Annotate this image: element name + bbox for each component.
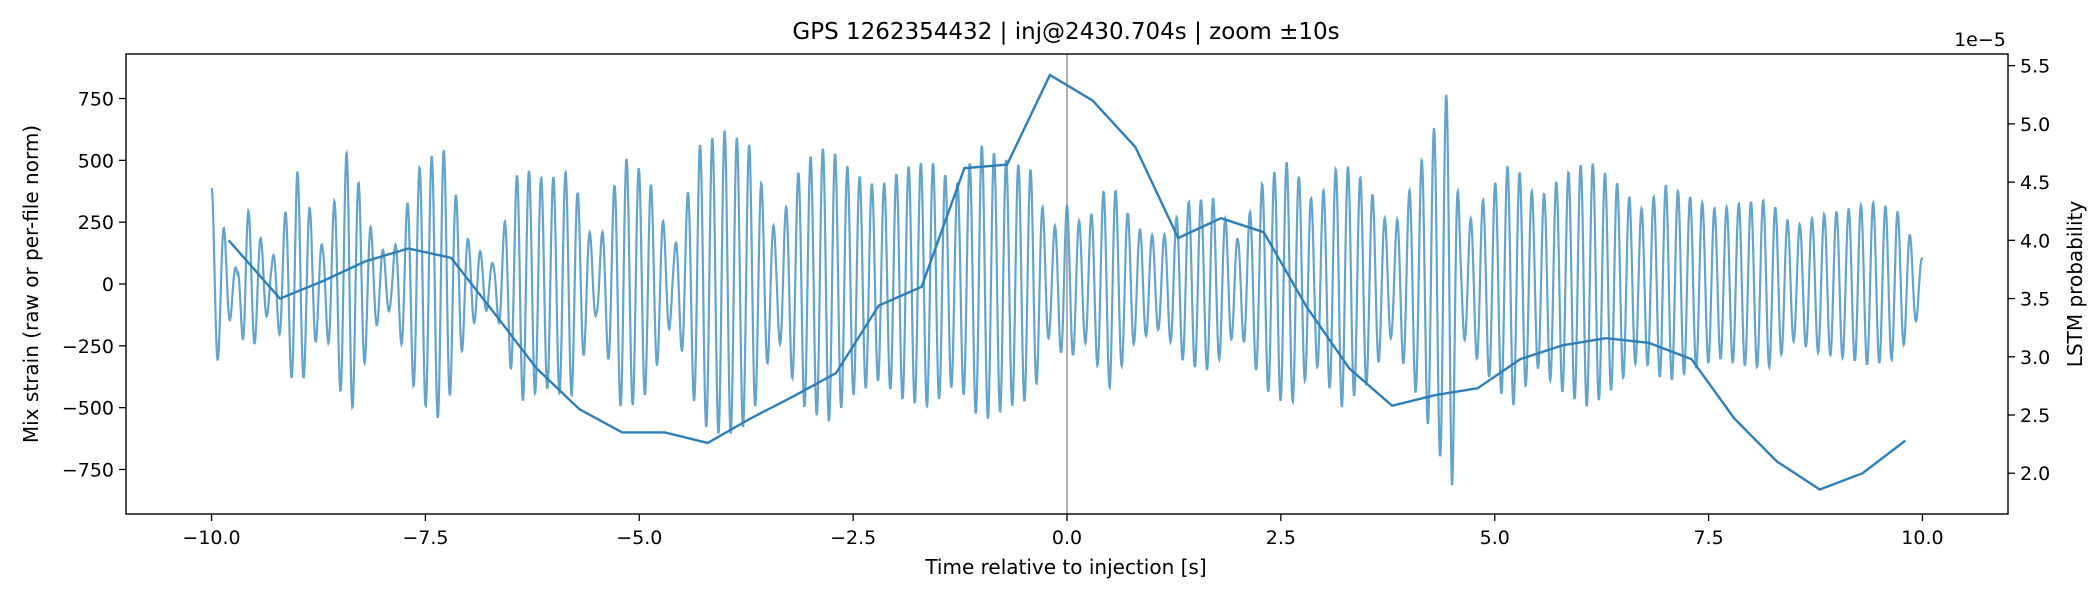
x-tick-label: 7.5 (1693, 527, 1723, 549)
left-y-axis-label: Mix strain (raw or per-file norm) (19, 125, 43, 443)
right-y-tick-label: 2.0 (2020, 463, 2050, 485)
right-y-axis-label: LSTM probability (2063, 201, 2087, 368)
x-axis: −10.0 −7.5 −5.0 −2.5 0.0 2.5 5.0 7.5 10.0 (182, 514, 1944, 549)
probability-series-line (227, 73, 1907, 491)
x-tick-label: 2.5 (1266, 527, 1296, 549)
left-y-tick-label: 500 (78, 150, 114, 172)
left-y-tick-label: −750 (62, 459, 114, 481)
left-y-tick-label: 0 (102, 274, 114, 296)
left-y-axis: −750 −500 −250 0 250 500 750 (62, 89, 126, 481)
x-tick-label: 0.0 (1052, 527, 1082, 549)
right-y-tick-label: 3.5 (2020, 289, 2050, 311)
left-y-tick-label: −500 (62, 398, 114, 420)
right-y-tick-label: 4.5 (2020, 172, 2050, 194)
x-tick-label: 5.0 (1480, 527, 1510, 549)
x-tick-label: −7.5 (402, 527, 448, 549)
left-y-tick-label: −250 (62, 336, 114, 358)
left-y-tick-label: 250 (78, 212, 114, 234)
strain-series-line (210, 94, 1924, 486)
right-y-tick-label: 2.5 (2020, 405, 2050, 427)
x-tick-label: −2.5 (830, 527, 876, 549)
left-y-tick-label: 750 (78, 89, 114, 111)
chart-title: GPS 1262354432 | inj@2430.704s | zoom ±1… (792, 19, 1339, 45)
right-y-axis: 2.0 2.5 3.0 3.5 4.0 4.5 5.0 5.5 (2008, 56, 2050, 485)
right-y-tick-label: 5.5 (2020, 56, 2050, 78)
right-y-tick-label: 4.0 (2020, 230, 2050, 252)
right-y-tick-label: 3.0 (2020, 347, 2050, 369)
x-tick-label: −5.0 (616, 527, 662, 549)
right-y-tick-label: 5.0 (2020, 114, 2050, 136)
plot-area (210, 54, 1924, 514)
x-tick-label: 10.0 (1901, 527, 1943, 549)
right-axis-offset-label: 1e−5 (1954, 29, 2006, 51)
x-axis-label: Time relative to injection [s] (924, 555, 1206, 579)
x-tick-label: −10.0 (182, 527, 240, 549)
